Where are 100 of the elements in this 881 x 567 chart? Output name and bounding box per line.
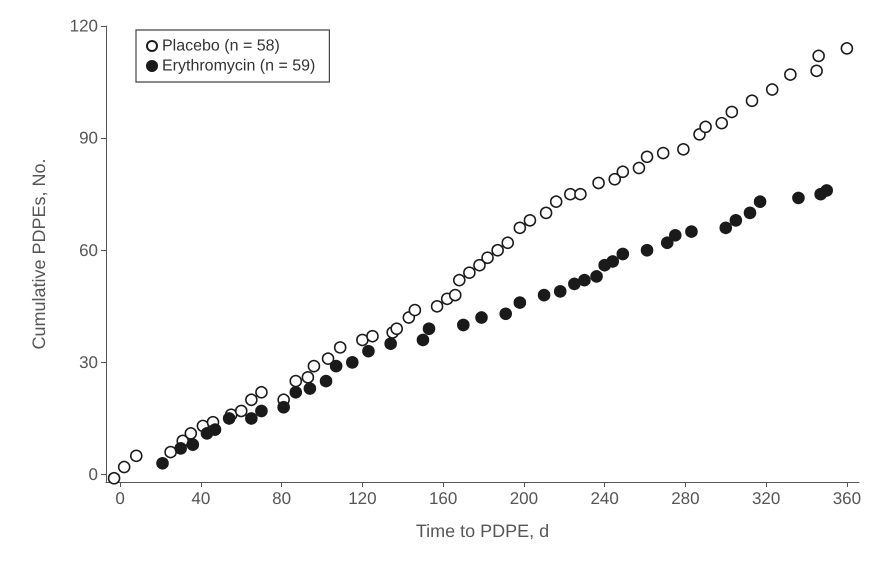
point: [754, 195, 766, 208]
point: [304, 382, 316, 395]
point: [766, 83, 778, 96]
point: [234, 404, 248, 418]
point: [501, 236, 514, 250]
point: [840, 42, 854, 55]
point: [820, 184, 833, 197]
point: [514, 222, 526, 234]
point: [524, 214, 536, 227]
point: [784, 68, 797, 81]
point: [538, 288, 550, 302]
point: [608, 172, 622, 186]
point: [792, 192, 805, 204]
point: [744, 206, 756, 220]
point: [156, 457, 169, 470]
x-axis-title: Time to PDPE, d: [416, 521, 550, 541]
point: [746, 94, 758, 108]
point: [616, 165, 630, 178]
point: [699, 120, 712, 134]
point: [640, 150, 654, 164]
x-tick-label: 40: [191, 489, 210, 508]
point: [540, 206, 552, 220]
x-tick-label: 120: [348, 489, 377, 508]
legend-label: Placebo (n = 58): [162, 38, 280, 54]
point: [726, 106, 738, 118]
point: [592, 176, 605, 190]
y-tick-label: 120: [70, 16, 98, 36]
x-tick-label: 200: [510, 489, 538, 508]
point: [384, 337, 397, 350]
x-tick-label: 360: [832, 489, 862, 508]
point: [255, 386, 268, 399]
point: [208, 423, 222, 436]
x-tick-label: 80: [272, 489, 292, 508]
point: [289, 386, 302, 399]
legend-label: Erythromycin (n = 59): [162, 58, 316, 74]
point: [366, 330, 379, 343]
point: [334, 341, 346, 354]
y-tick-label: 90: [79, 128, 98, 148]
point: [255, 404, 268, 418]
point: [812, 50, 825, 62]
point: [677, 143, 690, 156]
point: [463, 266, 476, 279]
point: [568, 278, 581, 290]
point: [277, 400, 290, 414]
point: [715, 116, 728, 130]
y-tick-label: 30: [79, 352, 98, 372]
point: [164, 446, 177, 458]
point: [346, 356, 359, 369]
point: [108, 472, 120, 485]
point: [390, 322, 403, 336]
point: [810, 64, 823, 78]
point: [656, 146, 670, 160]
point: [118, 460, 130, 474]
point: [322, 352, 334, 365]
point: [330, 360, 342, 372]
point: [457, 318, 470, 332]
point: [186, 438, 200, 451]
point: [730, 214, 742, 227]
point: [448, 288, 462, 302]
point: [719, 222, 732, 234]
point: [245, 412, 258, 425]
point: [564, 188, 577, 200]
point: [499, 308, 512, 320]
point: [640, 244, 654, 257]
point: [554, 285, 567, 298]
point: [245, 393, 258, 406]
y-axis-title: Cumulative PDPEs, No.: [29, 158, 49, 350]
point: [408, 304, 422, 316]
point: [669, 229, 682, 242]
point: [289, 374, 302, 388]
point: [660, 236, 674, 250]
x-tick-label: 240: [590, 489, 619, 508]
point: [184, 427, 198, 440]
x-tick-label: 0: [115, 489, 125, 508]
x-tick-label: 280: [671, 489, 700, 508]
point: [481, 251, 494, 264]
x-tick-label: 160: [428, 489, 458, 508]
x-tick-label: 320: [752, 489, 780, 508]
point: [308, 360, 320, 372]
point: [514, 296, 526, 309]
point: [550, 195, 562, 208]
point: [130, 450, 143, 462]
point: [422, 322, 436, 336]
point: [616, 248, 630, 260]
point: [590, 270, 603, 283]
point: [416, 334, 430, 346]
point: [491, 244, 504, 257]
point: [302, 371, 314, 384]
y-tick-label: 60: [79, 240, 98, 260]
point: [574, 188, 587, 200]
point: [632, 162, 646, 174]
point: [475, 311, 488, 324]
y-tick-label: 0: [88, 465, 98, 484]
point: [685, 225, 698, 238]
point: [452, 274, 466, 286]
point: [473, 258, 486, 272]
point: [356, 334, 369, 346]
point: [174, 442, 187, 455]
point: [362, 344, 375, 358]
point: [430, 300, 444, 313]
